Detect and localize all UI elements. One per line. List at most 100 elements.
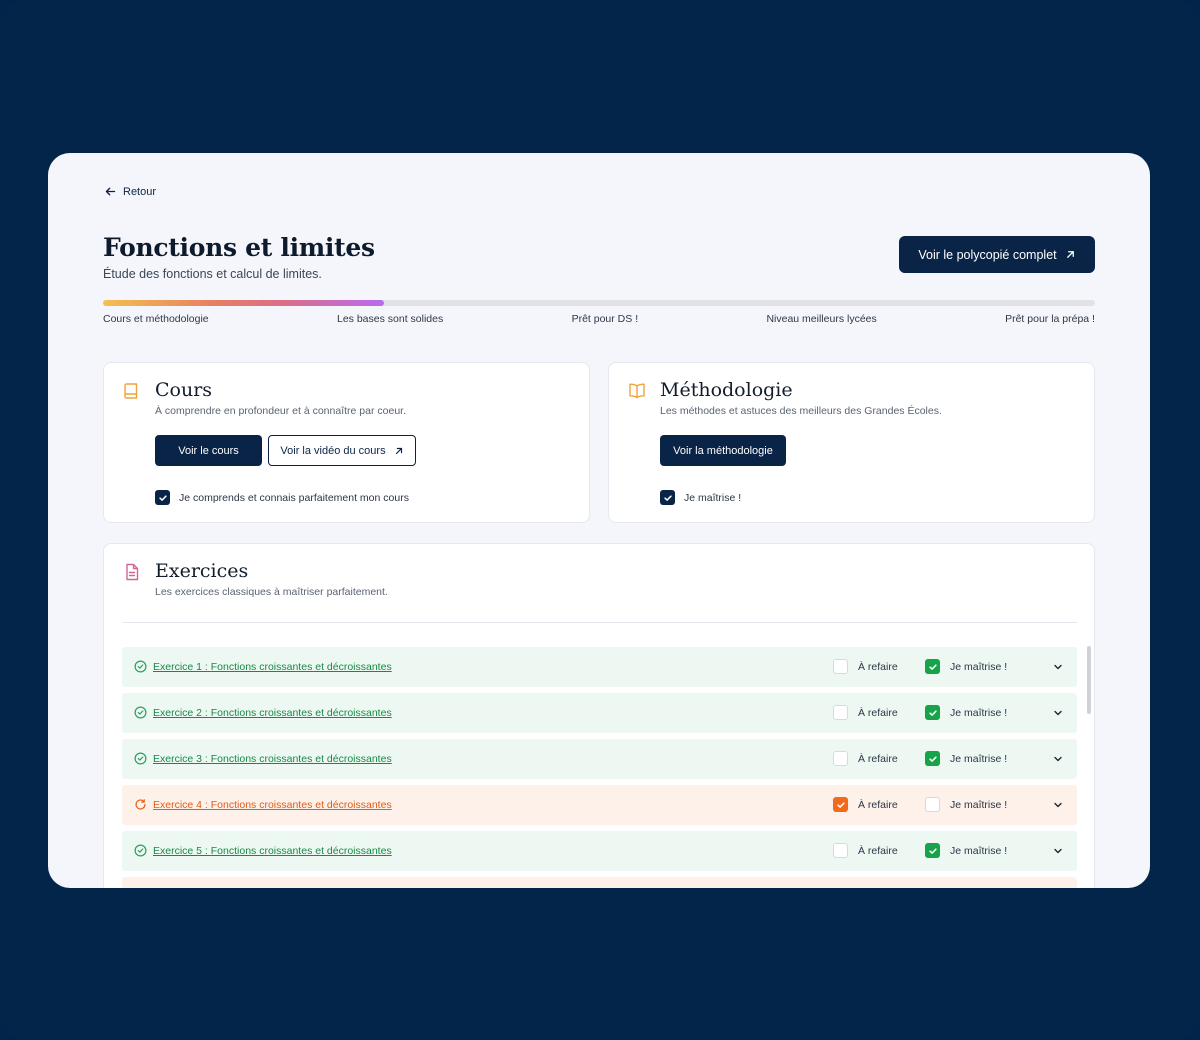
view-course-video-button[interactable]: Voir la vidéo du cours — [268, 435, 416, 466]
redo-toggle: À refaire — [833, 705, 898, 720]
redo-label: À refaire — [858, 660, 898, 673]
check-icon — [836, 801, 845, 808]
cours-title: Cours — [155, 379, 213, 401]
view-course-video-label: Voir la vidéo du cours — [280, 444, 386, 457]
mastery-checkbox[interactable] — [925, 751, 940, 766]
level-progress-labels: Cours et méthodologie Les bases sont sol… — [103, 313, 1095, 325]
view-full-handout-button[interactable]: Voir le polycopié complet — [899, 236, 1095, 273]
exercise-row: Exercice 4 : Fonctions croissantes et dé… — [122, 785, 1077, 825]
check-icon — [158, 494, 167, 501]
methodologie-subtitle: Les méthodes et astuces des meilleurs de… — [660, 405, 942, 417]
view-methodology-button[interactable]: Voir la méthodologie — [660, 435, 786, 466]
external-link-icon — [1066, 251, 1074, 258]
exercices-card: Exercices Les exercices classiques à maî… — [103, 543, 1095, 888]
check-circle-icon — [134, 844, 147, 857]
mastery-label: Je maîtrise ! — [950, 752, 1008, 765]
exercise-row: Exercice 3 : Fonctions croissantes et dé… — [122, 739, 1077, 779]
methodologie-card: Méthodologie Les méthodes et astuces des… — [608, 362, 1095, 523]
view-full-handout-label: Voir le polycopié complet — [918, 247, 1057, 262]
cours-card: Cours À comprendre en profondeur et à co… — [103, 362, 590, 523]
redo-toggle: À refaire — [833, 797, 898, 812]
methodologie-mastery-checkbox[interactable] — [660, 490, 675, 505]
redo-checkbox[interactable] — [833, 797, 848, 812]
scrollbar[interactable] — [1087, 646, 1091, 714]
level-progress-fill — [103, 300, 384, 306]
progress-label-lycees: Niveau meilleurs lycées — [766, 313, 877, 325]
progress-label-bases: Les bases sont solides — [337, 313, 444, 325]
view-course-button[interactable]: Voir le cours — [155, 435, 262, 466]
mastery-checkbox[interactable] — [925, 659, 940, 674]
mastery-toggle: Je maîtrise ! — [925, 659, 1007, 674]
redo-toggle: À refaire — [833, 751, 898, 766]
check-circle-icon — [134, 706, 147, 719]
exercise-row: Exercice 2 : Fonctions croissantes et dé… — [122, 693, 1077, 733]
redo-label: À refaire — [858, 798, 898, 811]
mastery-label: Je maîtrise ! — [950, 660, 1008, 673]
methodologie-mastery-check: Je maîtrise ! — [660, 490, 741, 505]
redo-checkbox[interactable] — [833, 705, 848, 720]
back-link[interactable]: Retour — [104, 185, 156, 198]
document-icon — [126, 563, 139, 581]
redo-label: À refaire — [858, 706, 898, 719]
book-icon — [124, 383, 138, 399]
mastery-label: Je maîtrise ! — [950, 706, 1008, 719]
back-label: Retour — [123, 185, 157, 198]
check-icon — [928, 663, 937, 670]
exercise-row: Exercice 5 : Fonctions croissantes et dé… — [122, 831, 1077, 871]
arrow-left-icon — [105, 187, 116, 196]
chevron-down-icon[interactable] — [1052, 799, 1064, 811]
exercise-link[interactable]: Exercice 1 : Fonctions croissantes et dé… — [153, 661, 392, 673]
exercices-title: Exercices — [155, 560, 249, 582]
progress-label-cours: Cours et méthodologie — [103, 313, 209, 325]
redo-toggle: À refaire — [833, 659, 898, 674]
mastery-checkbox[interactable] — [925, 705, 940, 720]
chevron-down-icon[interactable] — [1052, 707, 1064, 719]
redo-label: À refaire — [858, 844, 898, 857]
redo-checkbox[interactable] — [833, 843, 848, 858]
divider — [122, 622, 1077, 623]
exercise-row-partial — [122, 877, 1077, 888]
redo-checkbox[interactable] — [833, 751, 848, 766]
mastery-checkbox[interactable] — [925, 797, 940, 812]
mastery-toggle: Je maîtrise ! — [925, 843, 1007, 858]
mastery-toggle: Je maîtrise ! — [925, 751, 1007, 766]
check-icon — [928, 847, 937, 854]
check-circle-icon — [134, 752, 147, 765]
exercise-link[interactable]: Exercice 3 : Fonctions croissantes et dé… — [153, 753, 392, 765]
methodologie-title: Méthodologie — [660, 379, 793, 401]
exercise-row: Exercice 1 : Fonctions croissantes et dé… — [122, 647, 1077, 687]
check-circle-icon — [134, 660, 147, 673]
view-course-label: Voir le cours — [178, 444, 239, 457]
redo-checkbox[interactable] — [833, 659, 848, 674]
refresh-icon — [135, 799, 146, 810]
page-subtitle: Étude des fonctions et calcul de limites… — [103, 267, 322, 281]
cours-mastery-label: Je comprends et connais parfaitement mon… — [179, 491, 409, 504]
cours-mastery-check: Je comprends et connais parfaitement mon… — [155, 490, 409, 505]
check-icon — [928, 709, 937, 716]
chevron-down-icon[interactable] — [1052, 845, 1064, 857]
check-icon — [663, 494, 672, 501]
redo-label: À refaire — [858, 752, 898, 765]
mastery-checkbox[interactable] — [925, 843, 940, 858]
exercise-link[interactable]: Exercice 2 : Fonctions croissantes et dé… — [153, 707, 392, 719]
methodologie-mastery-label: Je maîtrise ! — [684, 491, 742, 504]
view-methodology-label: Voir la méthodologie — [673, 444, 773, 457]
redo-toggle: À refaire — [833, 843, 898, 858]
exercise-link[interactable]: Exercice 5 : Fonctions croissantes et dé… — [153, 845, 392, 857]
app-window: Retour Fonctions et limites Étude des fo… — [48, 153, 1150, 888]
level-progress-bar — [103, 300, 1095, 306]
external-link-icon — [395, 447, 402, 454]
mastery-label: Je maîtrise ! — [950, 844, 1008, 857]
open-book-icon — [629, 383, 645, 399]
progress-label-ds: Prêt pour DS ! — [571, 313, 639, 325]
cours-subtitle: À comprendre en profondeur et à connaîtr… — [155, 405, 406, 417]
exercise-link[interactable]: Exercice 4 : Fonctions croissantes et dé… — [153, 799, 392, 811]
exercise-list: Exercice 1 : Fonctions croissantes et dé… — [122, 647, 1077, 888]
chevron-down-icon[interactable] — [1052, 753, 1064, 765]
mastery-toggle: Je maîtrise ! — [925, 705, 1007, 720]
chevron-down-icon[interactable] — [1052, 661, 1064, 673]
mastery-toggle: Je maîtrise ! — [925, 797, 1007, 812]
cours-mastery-checkbox[interactable] — [155, 490, 170, 505]
mastery-label: Je maîtrise ! — [950, 798, 1008, 811]
